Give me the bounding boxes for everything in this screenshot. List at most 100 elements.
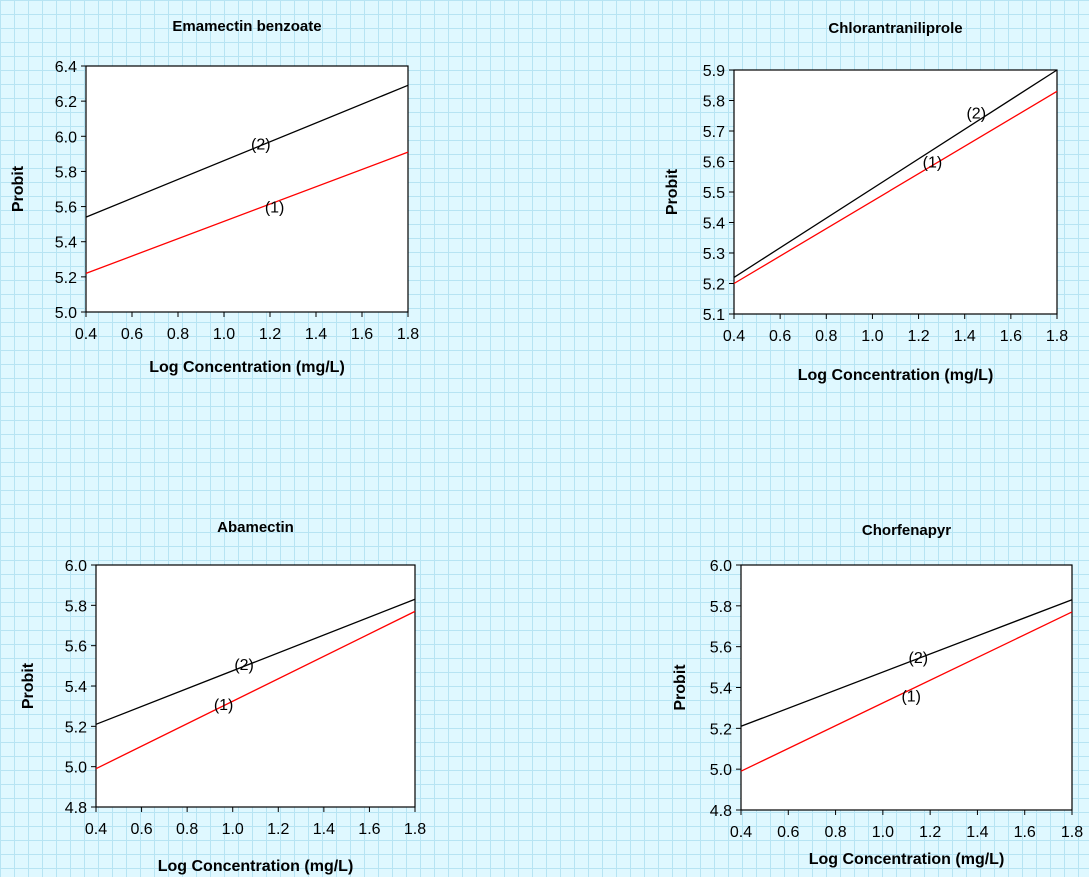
series-line [733, 90, 1058, 285]
y-axis-label: Probit [20, 662, 37, 709]
chart-panel: Abamectin 0.4 0.6 0.8 1.0 1.2 1.4 1.6 1.8 4.8 5.0 5… [20, 519, 426, 875]
x-tick-label: 1.4 [954, 328, 976, 345]
x-tick-label: 1.4 [966, 824, 988, 841]
y-tick-label: 5.6 [703, 155, 725, 172]
y-tick-label: 4.8 [710, 803, 732, 820]
x-axis-label: Log Concentration (mg/L) [809, 851, 1005, 868]
x-tick-label: 0.8 [824, 824, 846, 841]
x-axis-label: Log Concentration (mg/L) [798, 367, 994, 384]
plot-area [95, 564, 416, 808]
plot-area [740, 564, 1073, 811]
y-tick-label: 5.2 [710, 721, 732, 738]
x-tick-label: 1.4 [305, 326, 327, 343]
y-tick-label: 5.7 [703, 124, 725, 141]
x-tick-label: 1.8 [1061, 824, 1083, 841]
x-tick-label: 0.8 [176, 821, 198, 838]
y-axis-label: Probit [664, 168, 681, 215]
x-tick-label: 1.6 [1014, 824, 1036, 841]
y-tick-label: 5.8 [703, 94, 725, 111]
y-tick-label: 5.4 [710, 681, 732, 698]
y-tick-label: 5.4 [703, 216, 725, 233]
y-tick-label: 5.8 [55, 164, 77, 181]
series-line [95, 610, 416, 770]
y-tick-label: 4.8 [65, 800, 87, 817]
x-tick-label: 0.6 [121, 326, 143, 343]
y-tick-label: 6.4 [55, 59, 77, 76]
series-line [740, 599, 1073, 727]
x-tick-label: 1.0 [222, 821, 244, 838]
y-tick-label: 5.9 [703, 63, 725, 80]
chart-title: Chorfenapyr [862, 522, 951, 539]
y-tick-label: 5.2 [703, 277, 725, 294]
x-tick-label: 1.8 [404, 821, 426, 838]
series-annotation: (2) [966, 106, 986, 123]
x-tick-label: 1.8 [397, 326, 419, 343]
series-annotation: (2) [251, 136, 271, 153]
series-line [85, 151, 409, 274]
plot-area [733, 69, 1058, 315]
chart-title: Abamectin [217, 519, 294, 536]
y-tick-label: 5.0 [65, 760, 87, 777]
y-tick-label: 5.8 [710, 599, 732, 616]
x-tick-label: 0.4 [85, 821, 107, 838]
y-tick-label: 5.2 [65, 719, 87, 736]
series-annotation: (2) [909, 650, 929, 667]
series-annotation: (1) [901, 689, 921, 706]
y-tick-label: 5.5 [703, 185, 725, 202]
y-tick-label: 5.6 [55, 200, 77, 217]
x-tick-label: 1.6 [1000, 328, 1022, 345]
series-line [733, 69, 1058, 278]
x-axis-label: Log Concentration (mg/L) [158, 858, 354, 875]
x-tick-label: 1.2 [907, 328, 929, 345]
x-tick-label: 0.6 [777, 824, 799, 841]
series-annotation: (2) [234, 657, 254, 674]
x-tick-label: 0.4 [723, 328, 745, 345]
y-tick-label: 6.0 [65, 558, 87, 575]
y-tick-label: 5.6 [710, 640, 732, 657]
series-line [740, 611, 1073, 772]
x-tick-label: 1.6 [358, 821, 380, 838]
x-axis-label: Log Concentration (mg/L) [149, 359, 345, 376]
y-tick-label: 6.2 [55, 94, 77, 111]
x-tick-label: 1.4 [313, 821, 335, 838]
x-tick-label: 1.2 [267, 821, 289, 838]
x-tick-label: 0.8 [167, 326, 189, 343]
y-tick-label: 5.8 [65, 598, 87, 615]
x-tick-label: 1.0 [861, 328, 883, 345]
y-axis-label: Probit [10, 165, 27, 212]
chart-panel: Emamectin benzoate 0.4 0.6 0.8 1.0 1.2 1.4 1.6 1… [10, 18, 419, 376]
x-tick-label: 1.6 [351, 326, 373, 343]
y-tick-label: 6.0 [710, 558, 732, 575]
y-tick-label: 5.4 [55, 235, 77, 252]
chart-panel: Chorfenapyr 0.4 0.6 0.8 1.0 1.2 1.4 1.6 1.8 4.8 5.… [672, 522, 1083, 868]
series-annotation: (1) [265, 200, 285, 217]
y-axis-label: Probit [672, 664, 689, 711]
series-line [95, 598, 416, 725]
x-tick-label: 0.4 [730, 824, 752, 841]
y-tick-label: 5.3 [703, 246, 725, 263]
x-tick-label: 0.6 [130, 821, 152, 838]
x-tick-label: 1.2 [259, 326, 281, 343]
series-line [85, 84, 409, 218]
x-tick-label: 0.4 [75, 326, 97, 343]
y-tick-label: 5.0 [55, 305, 77, 322]
x-tick-label: 1.8 [1046, 328, 1068, 345]
y-tick-label: 5.1 [703, 307, 725, 324]
y-tick-label: 5.0 [710, 762, 732, 779]
series-annotation: (1) [214, 697, 234, 714]
chart-title: Emamectin benzoate [172, 18, 321, 35]
y-tick-label: 5.4 [65, 679, 87, 696]
x-tick-label: 0.6 [769, 328, 791, 345]
y-tick-label: 5.2 [55, 270, 77, 287]
chart-title: Chlorantraniliprole [828, 20, 962, 37]
chart-panel: Chlorantraniliprole 0.4 0.6 0.8 1.0 1.2 1.4 1.6… [664, 20, 1068, 384]
x-tick-label: 0.8 [815, 328, 837, 345]
x-tick-label: 1.0 [872, 824, 894, 841]
x-tick-label: 1.2 [919, 824, 941, 841]
y-tick-label: 6.0 [55, 129, 77, 146]
y-tick-label: 5.6 [65, 639, 87, 656]
x-tick-label: 1.0 [213, 326, 235, 343]
plot-area [85, 65, 409, 313]
series-annotation: (1) [923, 155, 943, 172]
